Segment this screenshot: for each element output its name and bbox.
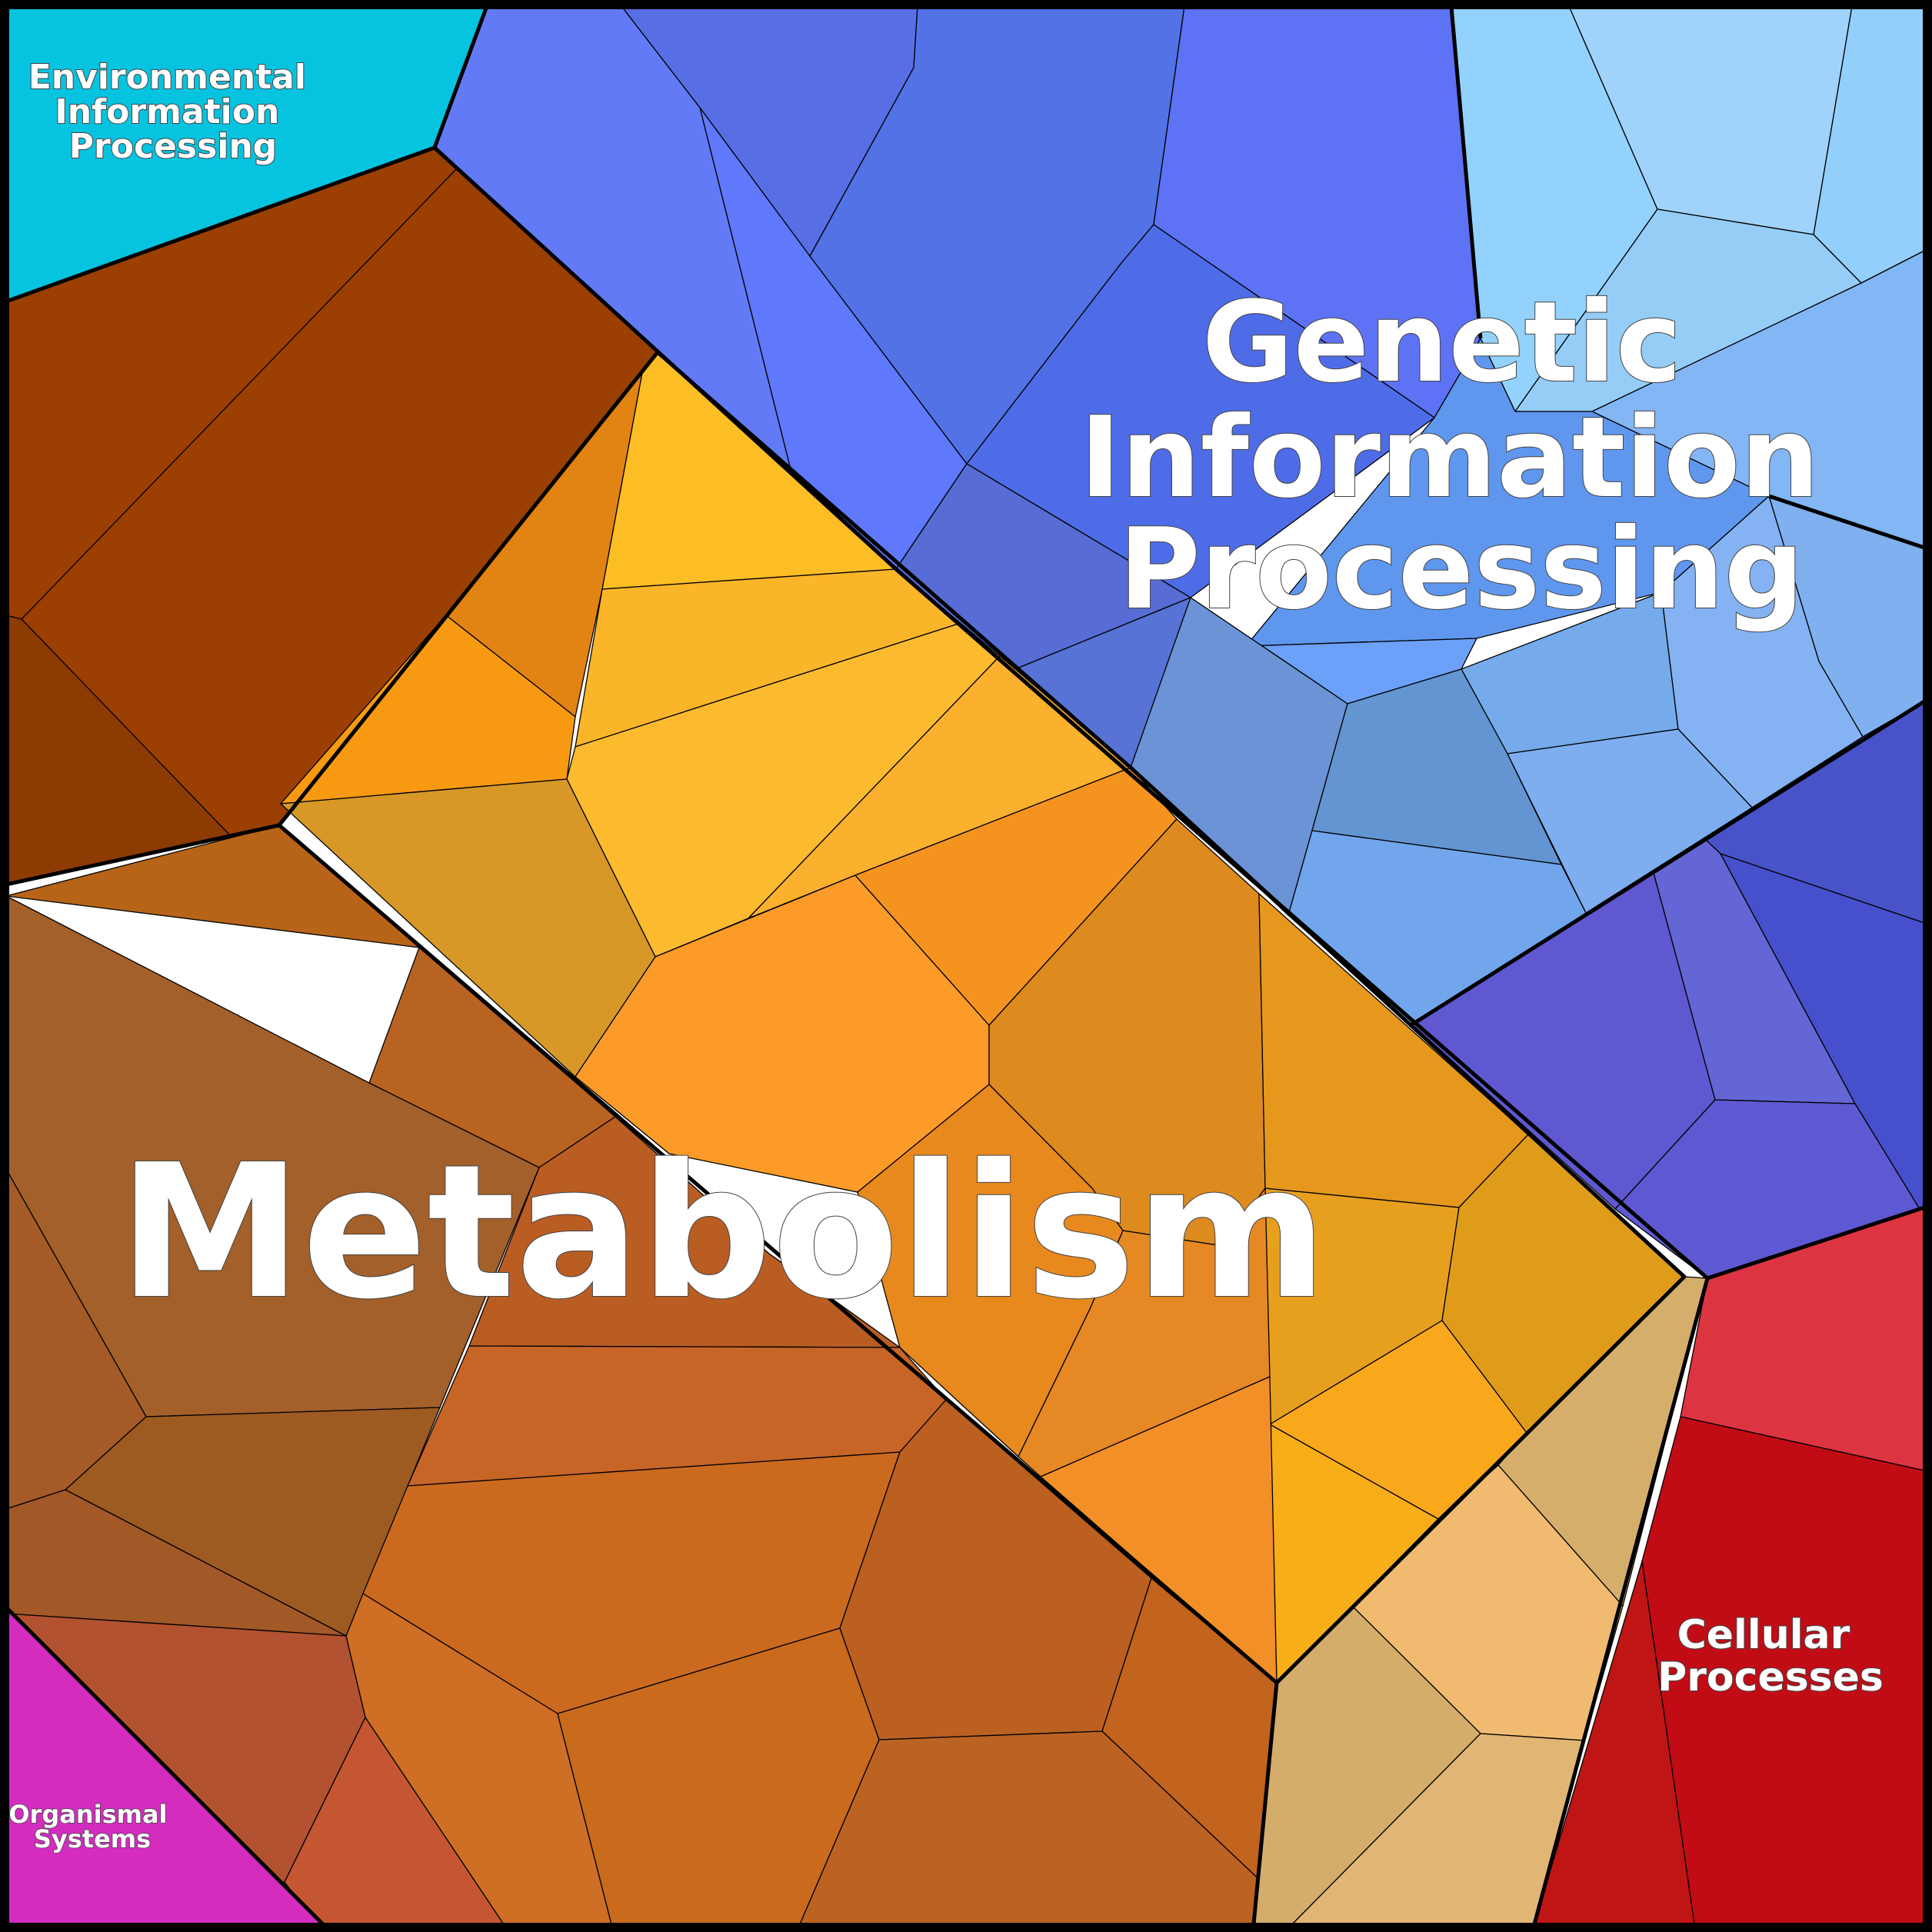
cellular-region <box>1534 1207 1925 1925</box>
metabolism-label: Metabolism <box>118 1124 1327 1340</box>
cellular-label: Cellular Processes <box>1657 1612 1884 1700</box>
environmental-label: Environmental Information Processing <box>28 58 318 166</box>
metabolism-region <box>5 147 1708 1925</box>
category-borders <box>5 5 1926 1926</box>
organismal-label: Organismal Systems <box>8 1800 175 1854</box>
category-labels: Metabolism Genetic Information Processin… <box>8 57 1884 1854</box>
genetic-region <box>434 5 1925 1279</box>
genetic-label: Genetic Information Processing <box>1080 278 1859 635</box>
genetic-cell <box>1507 728 1754 914</box>
